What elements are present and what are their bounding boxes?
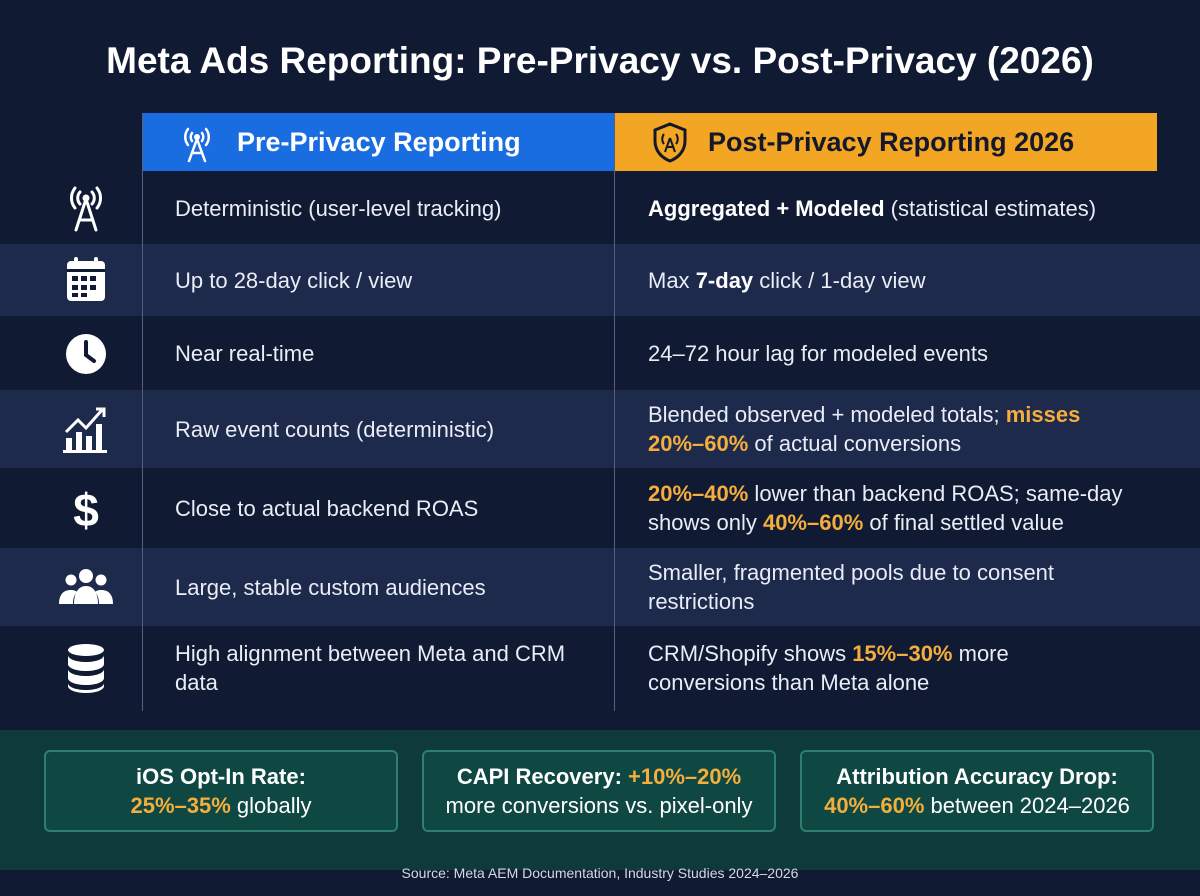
cell-text: Up to 28-day click / view (175, 267, 413, 293)
text: CRM/Shopify shows (648, 641, 853, 666)
cell-text: High alignment between Meta and CRM data (175, 641, 566, 695)
stat-text: 40%–60% between 2024–2026 (802, 791, 1152, 820)
pre-cell: Raw event counts (deterministic) (175, 390, 595, 468)
cell-text: Blended observed + modeled totals; misse… (648, 400, 1138, 458)
text: iOS Opt-In Rate: (136, 764, 306, 789)
stat-box: Attribution Accuracy Drop: 40%–60% betwe… (800, 750, 1154, 832)
svg-text:$: $ (73, 484, 99, 534)
post-cell: Blended observed + modeled totals; misse… (648, 390, 1138, 468)
highlight-text: 20%–40% (648, 481, 749, 506)
text: more conversions vs. pixel-only (445, 793, 753, 818)
stat-box: CAPI Recovery: +10%–20% more conversions… (422, 750, 776, 832)
text: globally (230, 793, 312, 818)
cell-text: Raw event counts (deterministic) (175, 416, 495, 442)
text: between 2024–2026 (924, 793, 1130, 818)
cell-text: Close to actual backend ROAS (175, 495, 479, 521)
cell-text: Deterministic (user-level tracking) (175, 195, 502, 221)
header-text: Post-Privacy Reporting 2026 (708, 126, 1075, 157)
cell-text: Near real-time (175, 340, 315, 366)
highlight-text: 40%–60% (824, 793, 925, 818)
title: Meta Ads Reporting: Pre-Privacy vs. Post… (106, 40, 1094, 81)
dollar-icon: $ (73, 484, 99, 534)
text: of actual conversions (748, 431, 962, 456)
cell-text: CRM/Shopify shows 15%–30% more conversio… (648, 639, 1048, 697)
pre-cell: Close to actual backend ROAS (175, 468, 595, 548)
pre-cell: Near real-time (175, 316, 595, 390)
text: Max (648, 267, 696, 293)
post-cell: Smaller, fragmented pools due to consent… (648, 548, 1108, 626)
post-cell: Aggregated + Modeled (statistical estima… (648, 172, 1148, 244)
post-header: Post-Privacy Reporting 2026 (614, 113, 1157, 171)
row (0, 244, 1200, 316)
cell-text: Smaller, fragmented pools due to consent… (648, 558, 1108, 616)
text: more conversions than Meta alone (648, 641, 1009, 695)
chart-icon (63, 407, 107, 453)
calendar-icon (67, 257, 105, 301)
pre-cell: High alignment between Meta and CRM data (175, 626, 595, 710)
pre-cell: Up to 28-day click / view (175, 244, 595, 316)
stat-label: Attribution Accuracy Drop: (802, 762, 1152, 791)
cell-text: Max 7-day click / 1-day view (648, 266, 1148, 295)
clock-icon (66, 334, 106, 374)
pre-cell: Deterministic (user-level tracking) (175, 172, 595, 244)
cell-text: 20%–40% lower than backend ROAS; same-da… (648, 479, 1148, 537)
antenna-icon (70, 186, 102, 232)
divider (614, 113, 615, 711)
header-text: Pre-Privacy Reporting (237, 126, 521, 157)
text: 24–72 hour lag for modeled events (648, 340, 989, 366)
text: of final settled value (863, 510, 1064, 535)
post-cell: 20%–40% lower than backend ROAS; same-da… (648, 468, 1148, 548)
highlight-text: +10%–20% (628, 764, 742, 789)
stat-text: more conversions vs. pixel-only (424, 791, 774, 820)
antenna-icon (184, 127, 210, 163)
text: CAPI Recovery: (456, 764, 629, 789)
pre-header: Pre-Privacy Reporting (143, 113, 614, 171)
bold-text: Aggregated + Modeled (648, 195, 885, 221)
stat-label: iOS Opt-In Rate: (46, 762, 396, 791)
divider (142, 113, 143, 711)
cell-text: Aggregated + Modeled (statistical estima… (648, 194, 1148, 223)
source: Source: Meta AEM Documentation, Industry… (401, 865, 799, 881)
post-cell: Max 7-day click / 1-day view (648, 244, 1148, 316)
text: Attribution Accuracy Drop: (836, 764, 1118, 789)
highlight-text: 40%–60% (762, 510, 864, 535)
stat-label: CAPI Recovery: +10%–20% (424, 762, 774, 791)
post-cell: 24–72 hour lag for modeled events (648, 316, 1148, 390)
text: Smaller, fragmented pools due to consent… (648, 560, 1055, 614)
text: (statistical estimates) (884, 195, 1097, 221)
database-icon (68, 644, 104, 693)
stat-box: iOS Opt-In Rate: 25%–35% globally (44, 750, 398, 832)
pre-cell: Large, stable custom audiences (175, 548, 595, 626)
row (0, 390, 1200, 468)
text: lower than backend ROAS; same-day shows … (648, 481, 1123, 535)
stat-text: 25%–35% globally (46, 791, 396, 820)
text: click / 1-day view (753, 267, 926, 293)
text: Blended observed + modeled totals; (648, 402, 1006, 427)
cell-text: 24–72 hour lag for modeled events (648, 339, 1148, 368)
bold-text: 7-day (695, 267, 754, 293)
cell-text: Large, stable custom audiences (175, 574, 486, 600)
post-cell: CRM/Shopify shows 15%–30% more conversio… (648, 626, 1048, 710)
highlight-text: 25%–35% (130, 793, 231, 818)
shield-icon (653, 122, 687, 163)
people-icon (59, 569, 113, 604)
row (0, 548, 1200, 626)
highlight-text: 15%–30% (852, 641, 953, 666)
highlight-text: misses 20%–60% (648, 402, 1081, 456)
